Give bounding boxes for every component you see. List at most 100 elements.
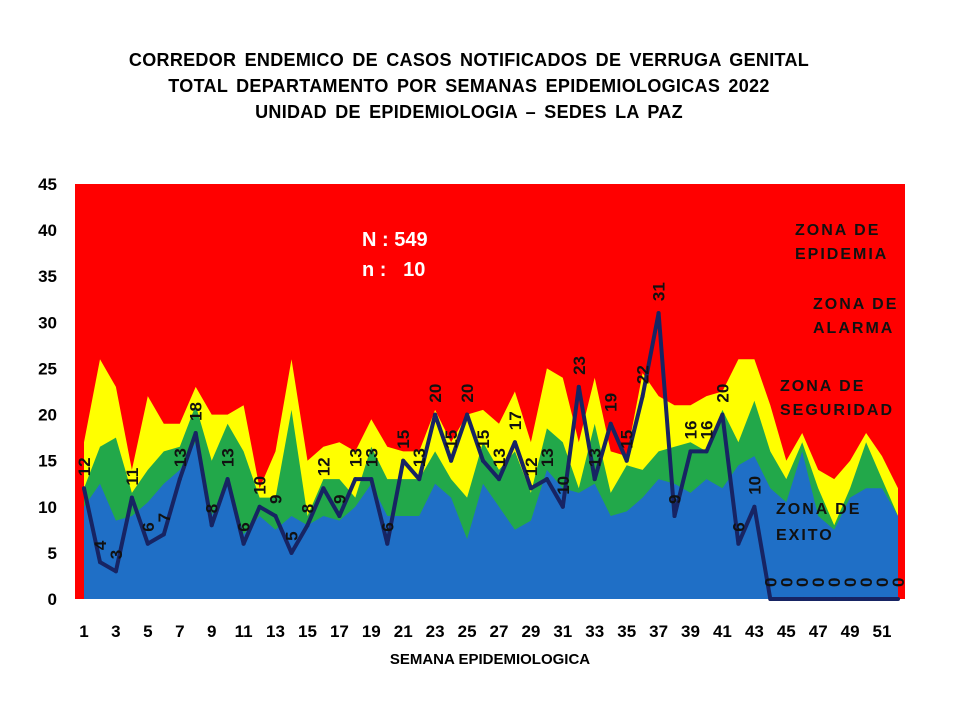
data-label-week-30: 13 [538, 448, 557, 467]
data-label-week-32: 23 [570, 356, 589, 375]
x-tick-label-9: 9 [207, 622, 216, 641]
data-label-week-27: 13 [490, 448, 509, 467]
cases-point-week-26 [481, 458, 485, 463]
cases-point-week-32 [576, 384, 581, 389]
chart-title: CORREDOR ENDEMICO DE CASOS NOTIFICADOS D… [0, 47, 938, 125]
chart-annotations: ZONA DE EPIDEMIA ZONA DE ALARMA ZONA DE SEGUR… [362, 222, 898, 544]
cases-point-week-33 [592, 477, 597, 482]
data-label-week-19: 13 [362, 448, 381, 467]
cases-point-week-49 [848, 597, 853, 601]
cases-point-week-25 [465, 412, 470, 417]
x-tick-label-31: 31 [553, 622, 572, 641]
data-label-week-39: 16 [682, 420, 701, 439]
cases-point-week-28 [512, 440, 517, 445]
x-tick-label-19: 19 [362, 622, 381, 641]
zone-label-seguridad-line-1: ZONA DE [780, 378, 865, 395]
chart-title-line-3: UNIDAD DE EPIDEMIOLOGIA – SEDES LA PAZ [255, 102, 683, 122]
x-tick-label-43: 43 [745, 622, 764, 641]
y-tick-label-25: 25 [38, 359, 57, 378]
cases-point-week-40 [704, 449, 709, 454]
cases-point-week-35 [624, 458, 629, 463]
chart-title-line-1: CORREDOR ENDEMICO DE CASOS NOTIFICADOS D… [128, 50, 810, 70]
cases-line [82, 311, 898, 601]
data-label-week-47: 0 [809, 578, 828, 587]
x-tick-label-7: 7 [175, 622, 184, 641]
data-label-week-25: 20 [458, 384, 477, 403]
data-label-week-6: 7 [155, 513, 174, 522]
cases-point-week-5 [145, 541, 150, 546]
zone-areas [75, 184, 905, 599]
cases-point-week-37 [656, 311, 661, 316]
data-label-week-26: 15 [474, 430, 493, 449]
zone-label-alarma-line-1: ZONA DE [813, 296, 898, 313]
zone-area-exito [84, 442, 898, 599]
y-tick-label-30: 30 [38, 313, 57, 332]
data-label-week-17: 9 [330, 495, 349, 504]
cases-point-week-24 [449, 458, 454, 463]
data-label-week-15: 8 [299, 504, 318, 513]
data-label-week-50: 0 [857, 578, 876, 587]
cases-point-week-27 [497, 477, 501, 482]
data-label-week-1: 12 [75, 457, 94, 476]
cases-point-week-9 [209, 523, 214, 528]
cases-point-week-20 [385, 541, 390, 546]
x-tick-label-15: 15 [298, 622, 317, 641]
data-label-week-14: 5 [283, 531, 302, 540]
cases-point-week-38 [672, 514, 677, 518]
cases-point-week-45 [784, 597, 789, 601]
cases-point-week-50 [864, 597, 869, 601]
data-label-week-4: 11 [123, 468, 142, 486]
y-tick-label-35: 35 [38, 267, 57, 286]
data-label-week-2: 4 [91, 540, 110, 550]
x-tick-label-5: 5 [143, 622, 152, 641]
x-tick-label-29: 29 [521, 622, 540, 641]
data-labels: 1243116713188136109581291313615132015201… [75, 282, 908, 587]
data-label-week-41: 20 [713, 384, 732, 403]
zone-label-exito-line-2: EXITO [776, 527, 834, 544]
data-label-week-29: 12 [522, 457, 541, 476]
data-label-week-13: 9 [267, 495, 286, 504]
data-label-week-12: 10 [251, 476, 270, 495]
data-label-week-49: 0 [841, 578, 860, 587]
data-label-week-8: 18 [187, 402, 206, 421]
cases-point-week-41 [720, 412, 725, 417]
x-tick-label-51: 51 [873, 622, 892, 641]
x-tick-label-23: 23 [426, 622, 445, 641]
cases-point-week-48 [832, 597, 837, 601]
y-tick-label-0: 0 [48, 590, 57, 609]
data-label-week-16: 12 [314, 457, 333, 476]
cases-point-week-1 [82, 486, 86, 491]
data-label-week-42: 6 [729, 522, 748, 531]
chart-title-line-2: TOTAL DEPARTAMENTO POR SEMANAS EPIDEMIOL… [168, 76, 770, 96]
x-tick-label-37: 37 [649, 622, 668, 641]
cases-point-week-44 [768, 597, 773, 601]
data-label-week-40: 16 [698, 420, 717, 439]
cases-point-week-3 [113, 569, 118, 574]
data-label-week-20: 6 [378, 522, 397, 531]
cases-point-week-23 [433, 412, 438, 417]
zone-label-epidemia-line-2: EPIDEMIA [795, 246, 888, 263]
data-label-week-52: 0 [889, 578, 908, 587]
x-tick-label-27: 27 [490, 622, 509, 641]
data-label-week-33: 13 [586, 448, 605, 467]
data-label-week-51: 0 [873, 578, 892, 587]
cases-point-week-29 [528, 486, 533, 491]
data-label-week-10: 13 [219, 448, 238, 467]
zone-label-seguridad-line-2: SEGURIDAD [780, 402, 894, 419]
data-label-week-36: 22 [634, 365, 653, 384]
data-label-week-5: 6 [139, 522, 158, 531]
data-label-week-22: 13 [410, 448, 429, 467]
x-tick-label-1: 1 [79, 622, 88, 641]
data-label-week-23: 20 [426, 384, 445, 403]
cases-point-week-6 [161, 532, 166, 537]
cases-point-week-51 [880, 597, 884, 601]
cases-point-week-42 [736, 541, 741, 546]
data-label-week-31: 10 [554, 476, 573, 495]
y-tick-label-40: 40 [38, 221, 57, 240]
x-tick-label-11: 11 [235, 622, 253, 641]
cases-point-week-47 [816, 597, 821, 601]
cases-point-week-39 [688, 449, 693, 454]
y-tick-label-45: 45 [38, 175, 57, 194]
x-tick-label-17: 17 [330, 622, 349, 641]
x-tick-label-35: 35 [617, 622, 636, 641]
